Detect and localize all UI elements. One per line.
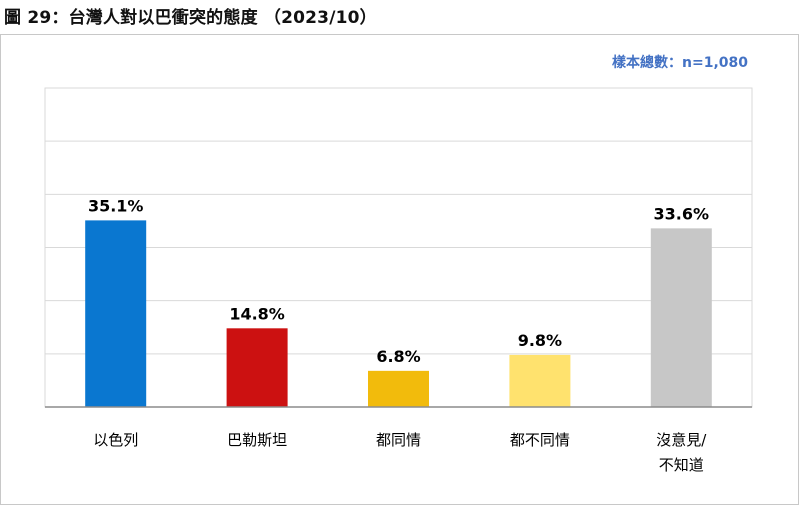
sample-size-note: 樣本總數：n=1,080 <box>612 55 748 71</box>
category-label: 以色列 <box>93 431 138 449</box>
category-label: 都同情 <box>376 431 421 449</box>
category-label: 不知道 <box>659 456 704 474</box>
data-label: 35.1% <box>88 196 144 215</box>
data-label: 14.8% <box>229 304 285 323</box>
figure-title: 圖 29：台灣人對以巴衝突的態度 （2023/10） <box>4 8 377 28</box>
bar <box>85 220 147 407</box>
bar <box>650 228 712 407</box>
bar <box>509 354 571 407</box>
category-label: 沒意見/ <box>656 431 707 449</box>
chart-frame <box>0 34 799 505</box>
data-label: 6.8% <box>376 347 420 366</box>
category-label: 巴勒斯坦 <box>227 431 287 449</box>
bar <box>226 328 288 407</box>
category-label: 都不同情 <box>510 431 570 449</box>
data-label: 9.8% <box>518 331 562 350</box>
bar <box>368 370 429 407</box>
data-label: 33.6% <box>654 204 710 223</box>
